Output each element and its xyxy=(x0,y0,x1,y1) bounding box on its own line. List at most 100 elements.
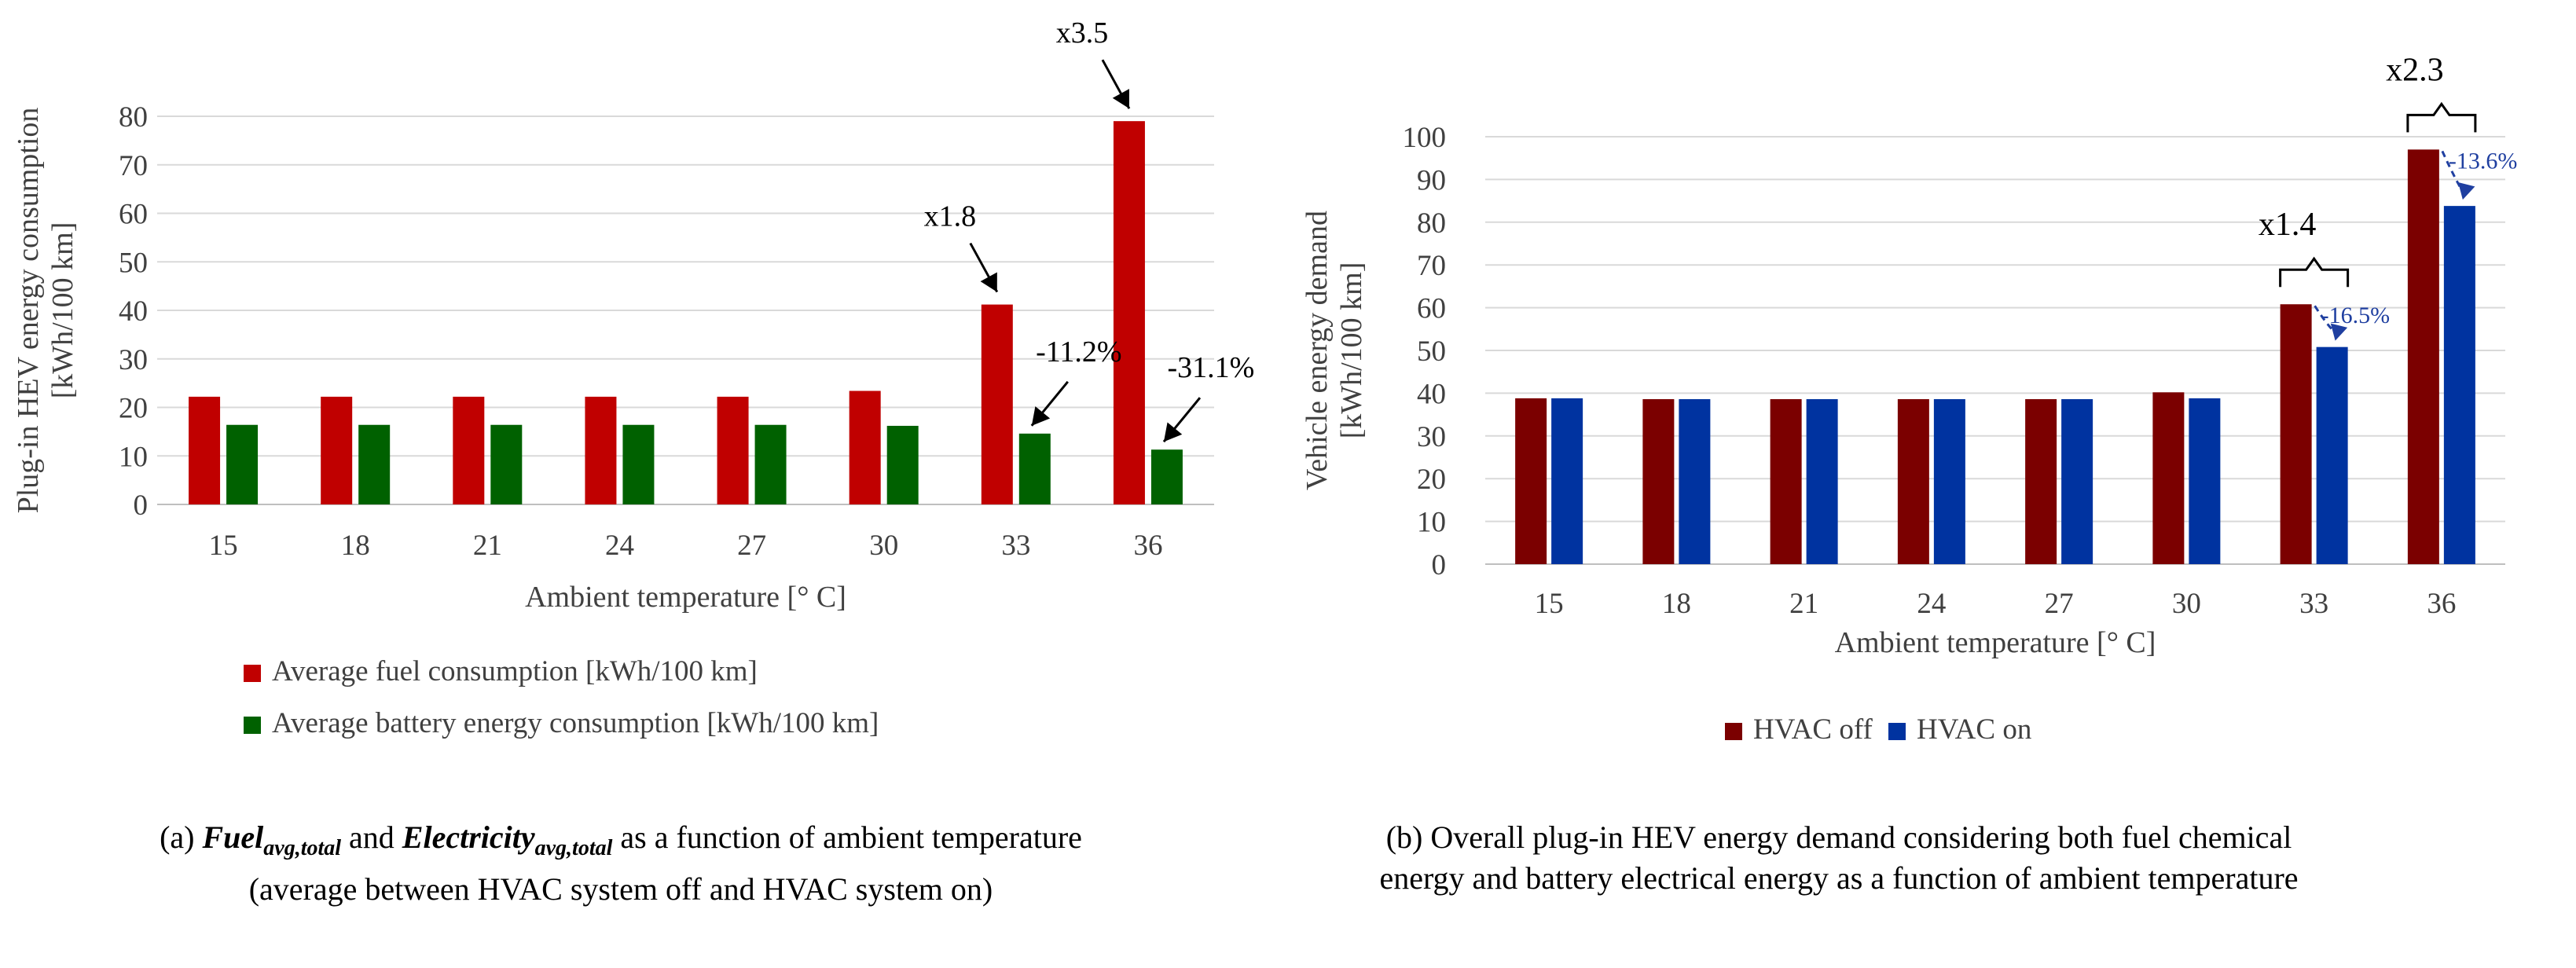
bar-b-hvac_off-15 xyxy=(1515,398,1547,564)
bar-a-battery-15 xyxy=(226,424,259,504)
legend-label: Average fuel consumption [kWh/100 km] xyxy=(272,655,758,688)
annotation-b--16.5%: -16.5% xyxy=(2314,302,2390,341)
y-axis-title: Plug-in HEV energy consumption[kWh/100 k… xyxy=(12,108,79,514)
annotation-b-x1.4: x1.4 xyxy=(2259,207,2350,288)
caption-a-prefix: (a) xyxy=(160,820,203,855)
annotation-arrowhead xyxy=(1163,422,1183,442)
x-axis-title: Ambient temperature [° C] xyxy=(525,581,846,614)
y-axis-title-line: [kWh/100 km] xyxy=(1335,262,1368,439)
y-tick-label: 30 xyxy=(1417,421,1446,453)
x-tick-label: 21 xyxy=(473,530,502,562)
y-axis-title-line: Vehicle energy demand xyxy=(1301,211,1334,490)
caption-a-and: and xyxy=(341,820,402,855)
x-tick-label: 33 xyxy=(2299,588,2328,620)
annotation-label: x1.8 xyxy=(924,200,977,233)
y-tick-label: 50 xyxy=(1417,336,1446,368)
annotation-arrowhead xyxy=(1031,406,1051,426)
annotation-a-x1.8: x1.8 xyxy=(924,200,999,293)
legend-label: HVAC off xyxy=(1753,713,1873,746)
y-tick-label: 60 xyxy=(1417,293,1446,325)
legend-swatch xyxy=(1888,723,1906,740)
bar-a-fuel-36 xyxy=(1113,121,1145,505)
x-tick-label: 27 xyxy=(737,530,766,562)
annotation-arrowhead xyxy=(1112,89,1129,109)
bar-a-fuel-21 xyxy=(453,396,485,504)
x-tick-label: 15 xyxy=(209,530,238,562)
caption-a-fuel: Fuel xyxy=(202,820,264,855)
y-tick-label: 80 xyxy=(119,101,148,134)
y-tick-label: 0 xyxy=(1432,549,1447,581)
y-axis-title-line: Plug-in HEV energy consumption xyxy=(12,108,45,514)
annotation-arrowhead xyxy=(2458,182,2475,200)
y-tick-label: 70 xyxy=(119,150,148,182)
bar-b-hvac_on-36 xyxy=(2443,206,2475,564)
caption-b: (b) Overall plug-in HEV energy demand co… xyxy=(1379,820,2299,896)
bar-b-hvac_off-33 xyxy=(2280,304,2312,564)
annotation-label: x3.5 xyxy=(1056,16,1109,50)
caption-a-elec: Electricity xyxy=(402,820,535,855)
bar-b-hvac_on-24 xyxy=(1933,399,1965,564)
y-axis-title: Vehicle energy demand[kWh/100 km] xyxy=(1301,211,1368,490)
annotation-b-x2.3: x2.3 xyxy=(2386,52,2477,133)
y-tick-label: 40 xyxy=(1417,378,1446,410)
chart-a: 0 10 20 30 40 50 60 70 80 15 18 21 24 27 30 33 36 Ambient… xyxy=(12,16,1254,739)
caption-a-elec-sub: avg,total xyxy=(534,836,613,860)
bar-b-hvac_off-27 xyxy=(2025,399,2057,564)
annotation-label: -16.5% xyxy=(2321,302,2390,328)
x-tick-label: 21 xyxy=(1789,588,1818,620)
legend-swatch xyxy=(244,717,261,734)
x-tick-label: 30 xyxy=(869,530,898,562)
annotation-label: x2.3 xyxy=(2386,52,2444,88)
legend-label: Average battery energy consumption [kWh/… xyxy=(272,707,879,739)
bar-a-battery-36 xyxy=(1150,449,1183,504)
y-tick-label: 20 xyxy=(1417,464,1446,496)
y-tick-label: 20 xyxy=(119,393,148,425)
annotation-label: -31.1% xyxy=(1168,351,1255,384)
annotation-dashed-arrow xyxy=(2441,150,2464,192)
y-tick-label: 50 xyxy=(119,247,148,279)
bar-a-fuel-30 xyxy=(849,390,881,504)
annotation-label: x1.4 xyxy=(2259,207,2317,243)
annotation-a--11.2%: -11.2% xyxy=(1030,336,1122,427)
bar-a-battery-27 xyxy=(754,424,787,504)
bar-b-hvac_off-24 xyxy=(1897,399,1929,564)
bar-b-hvac_off-30 xyxy=(2152,392,2185,564)
y-tick-label: 80 xyxy=(1417,207,1446,240)
y-tick-label: 90 xyxy=(1417,164,1446,196)
caption-a-suffix: as a function of ambient temperature (av… xyxy=(248,820,1082,907)
bar-a-battery-33 xyxy=(1018,433,1051,504)
y-tick-label: 10 xyxy=(119,441,148,473)
annotation-dashed-arrow xyxy=(2314,305,2336,334)
chart-b: 0 10 20 30 40 50 60 70 80 90 100 15 18 21 24 27 30 33 36 Am… xyxy=(1301,52,2517,746)
bar-a-fuel-24 xyxy=(585,396,617,504)
annotation-label: -13.6% xyxy=(2449,148,2517,174)
legend-label: HVAC on xyxy=(1917,713,2031,746)
y-axis-title-line: [kWh/100 km] xyxy=(46,222,79,399)
caption-a-fuel-sub: avg,total xyxy=(263,836,342,860)
x-tick-label: 27 xyxy=(2045,588,2074,620)
bar-a-battery-21 xyxy=(490,424,523,504)
y-tick-label: 100 xyxy=(1403,122,1447,154)
bar-b-hvac_off-18 xyxy=(1642,399,1675,564)
caption-a: (a) Fuelavg,total and Electricityavg,tot… xyxy=(157,817,1084,910)
bar-b-hvac_off-36 xyxy=(2407,149,2439,564)
legend-b: HVAC off HVAC on xyxy=(1725,713,2031,746)
annotation-arrowhead xyxy=(980,272,997,292)
bar-a-fuel-18 xyxy=(321,396,353,504)
x-tick-label: 36 xyxy=(1133,530,1162,562)
bar-b-hvac_on-27 xyxy=(2061,399,2093,564)
legend-a: Average fuel consumption [kWh/100 km] Ave… xyxy=(244,655,879,739)
annotation-b--13.6%: -13.6% xyxy=(2441,148,2517,200)
annotation-label: -11.2% xyxy=(1036,336,1121,368)
bar-b-hvac_on-18 xyxy=(1679,399,1711,564)
bar-a-battery-30 xyxy=(886,425,919,504)
x-axis-title: Ambient temperature [° C] xyxy=(1835,626,2156,659)
x-tick-label: 18 xyxy=(341,530,370,562)
y-tick-label: 10 xyxy=(1417,507,1446,539)
bar-a-battery-18 xyxy=(358,424,391,504)
x-tick-label: 30 xyxy=(2172,588,2201,620)
bar-b-hvac_on-33 xyxy=(2316,346,2348,564)
bar-a-battery-24 xyxy=(622,424,655,504)
y-tick-label: 60 xyxy=(119,199,148,231)
